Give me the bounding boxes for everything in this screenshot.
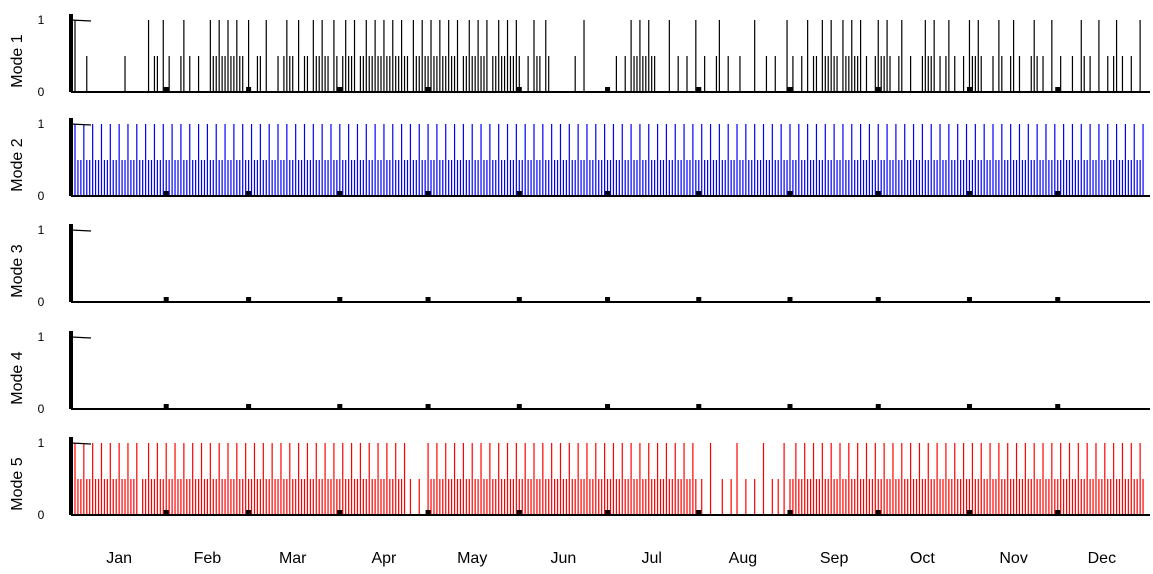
panel-1-month-marker bbox=[163, 87, 169, 92]
panel-4-month-marker bbox=[875, 404, 881, 409]
month-label-oct: Oct bbox=[910, 550, 935, 567]
panel-2-label: Mode 2 bbox=[9, 138, 26, 191]
panel-4-month-marker bbox=[337, 404, 343, 409]
panel-3-month-marker bbox=[875, 297, 881, 302]
panel-3-top-tick bbox=[70, 229, 92, 232]
panel-2-month-marker bbox=[425, 191, 431, 196]
panel-2-month-marker bbox=[605, 191, 611, 196]
panel-2-month-marker bbox=[787, 191, 793, 196]
panel-3-month-marker bbox=[696, 297, 702, 302]
panel-1-month-marker bbox=[787, 87, 793, 92]
panel-4-month-marker bbox=[246, 404, 252, 409]
panel-3-month-marker bbox=[1055, 297, 1061, 302]
panel-4-month-marker bbox=[787, 404, 793, 409]
month-label-aug: Aug bbox=[729, 550, 757, 567]
panel-5-month-marker bbox=[966, 510, 972, 515]
month-label-dec: Dec bbox=[1088, 550, 1116, 567]
panel-5-ytick-1: 1 bbox=[38, 436, 45, 450]
panel-1-month-marker bbox=[425, 87, 431, 92]
panel-3-month-marker bbox=[163, 297, 169, 302]
panel-4-month-marker bbox=[966, 404, 972, 409]
panel-5-month-marker bbox=[425, 510, 431, 515]
month-label-sep: Sep bbox=[820, 550, 849, 567]
panel-2-month-marker bbox=[875, 191, 881, 196]
panel-1-label: Mode 1 bbox=[9, 34, 26, 87]
panel-4-label: Mode 4 bbox=[9, 351, 26, 404]
panel-4-top-tick bbox=[70, 336, 92, 339]
panel-4-ytick-0: 0 bbox=[38, 402, 45, 416]
panel-3-ytick-1: 1 bbox=[38, 223, 45, 237]
panel-1-month-marker bbox=[337, 87, 343, 92]
panel-5-month-marker bbox=[605, 510, 611, 515]
panel-1-month-marker bbox=[875, 87, 881, 92]
panel-2-month-marker bbox=[966, 191, 972, 196]
panel-1-month-marker bbox=[1055, 87, 1061, 92]
panel-4-ytick-1: 1 bbox=[38, 330, 45, 344]
panel-3-month-marker bbox=[246, 297, 252, 302]
month-label-jan: Jan bbox=[106, 550, 132, 567]
panel-4-month-marker bbox=[605, 404, 611, 409]
panel-5-label: Mode 5 bbox=[9, 457, 26, 510]
panel-4-month-marker bbox=[1055, 404, 1061, 409]
panel-3-ytick-0: 0 bbox=[38, 295, 45, 309]
panel-2-month-marker bbox=[246, 191, 252, 196]
panel-2-month-marker bbox=[337, 191, 343, 196]
panel-3-label: Mode 3 bbox=[9, 244, 26, 297]
panel-5-top-tick bbox=[70, 442, 92, 445]
panel-4-month-marker bbox=[425, 404, 431, 409]
panel-1-ytick-0: 0 bbox=[38, 85, 45, 99]
panel-2-month-marker bbox=[163, 191, 169, 196]
panel-1-ytick-1: 1 bbox=[38, 13, 45, 27]
panel-5-month-marker bbox=[246, 510, 252, 515]
panel-1-month-marker bbox=[966, 87, 972, 92]
month-label-nov: Nov bbox=[999, 550, 1027, 567]
panel-1-month-marker bbox=[605, 87, 611, 92]
month-label-jun: Jun bbox=[551, 550, 577, 567]
panel-2-ytick-0: 0 bbox=[38, 189, 45, 203]
month-label-apr: Apr bbox=[371, 550, 397, 567]
panel-3-month-marker bbox=[787, 297, 793, 302]
month-label-mar: Mar bbox=[279, 550, 307, 567]
month-label-may: May bbox=[457, 550, 487, 567]
panel-3-month-marker bbox=[425, 297, 431, 302]
panel-2-month-marker bbox=[1055, 191, 1061, 196]
panel-5-month-marker bbox=[696, 510, 702, 515]
panel-5-ytick-0: 0 bbox=[38, 508, 45, 522]
panel-3-month-marker bbox=[337, 297, 343, 302]
panel-2-top-tick bbox=[70, 123, 92, 126]
panel-2-ytick-1: 1 bbox=[38, 117, 45, 131]
panel-3-month-marker bbox=[966, 297, 972, 302]
panel-5-month-marker bbox=[516, 510, 522, 515]
panel-4-month-marker bbox=[516, 404, 522, 409]
panel-5-month-marker bbox=[337, 510, 343, 515]
panel-5-month-marker bbox=[1055, 510, 1061, 515]
panel-5-month-marker bbox=[787, 510, 793, 515]
month-label-jul: Jul bbox=[641, 550, 661, 567]
month-label-feb: Feb bbox=[194, 550, 222, 567]
panel-4-month-marker bbox=[163, 404, 169, 409]
panel-3-month-marker bbox=[605, 297, 611, 302]
panel-2-month-marker bbox=[696, 191, 702, 196]
panel-1-month-marker bbox=[246, 87, 252, 92]
panel-5-month-marker bbox=[875, 510, 881, 515]
panel-1-month-marker bbox=[696, 87, 702, 92]
panel-4-month-marker bbox=[696, 404, 702, 409]
panel-1-month-marker bbox=[516, 87, 522, 92]
panel-1-top-tick bbox=[70, 19, 92, 22]
panel-3-month-marker bbox=[516, 297, 522, 302]
panel-5-month-marker bbox=[163, 510, 169, 515]
panel-2-month-marker bbox=[516, 191, 522, 196]
